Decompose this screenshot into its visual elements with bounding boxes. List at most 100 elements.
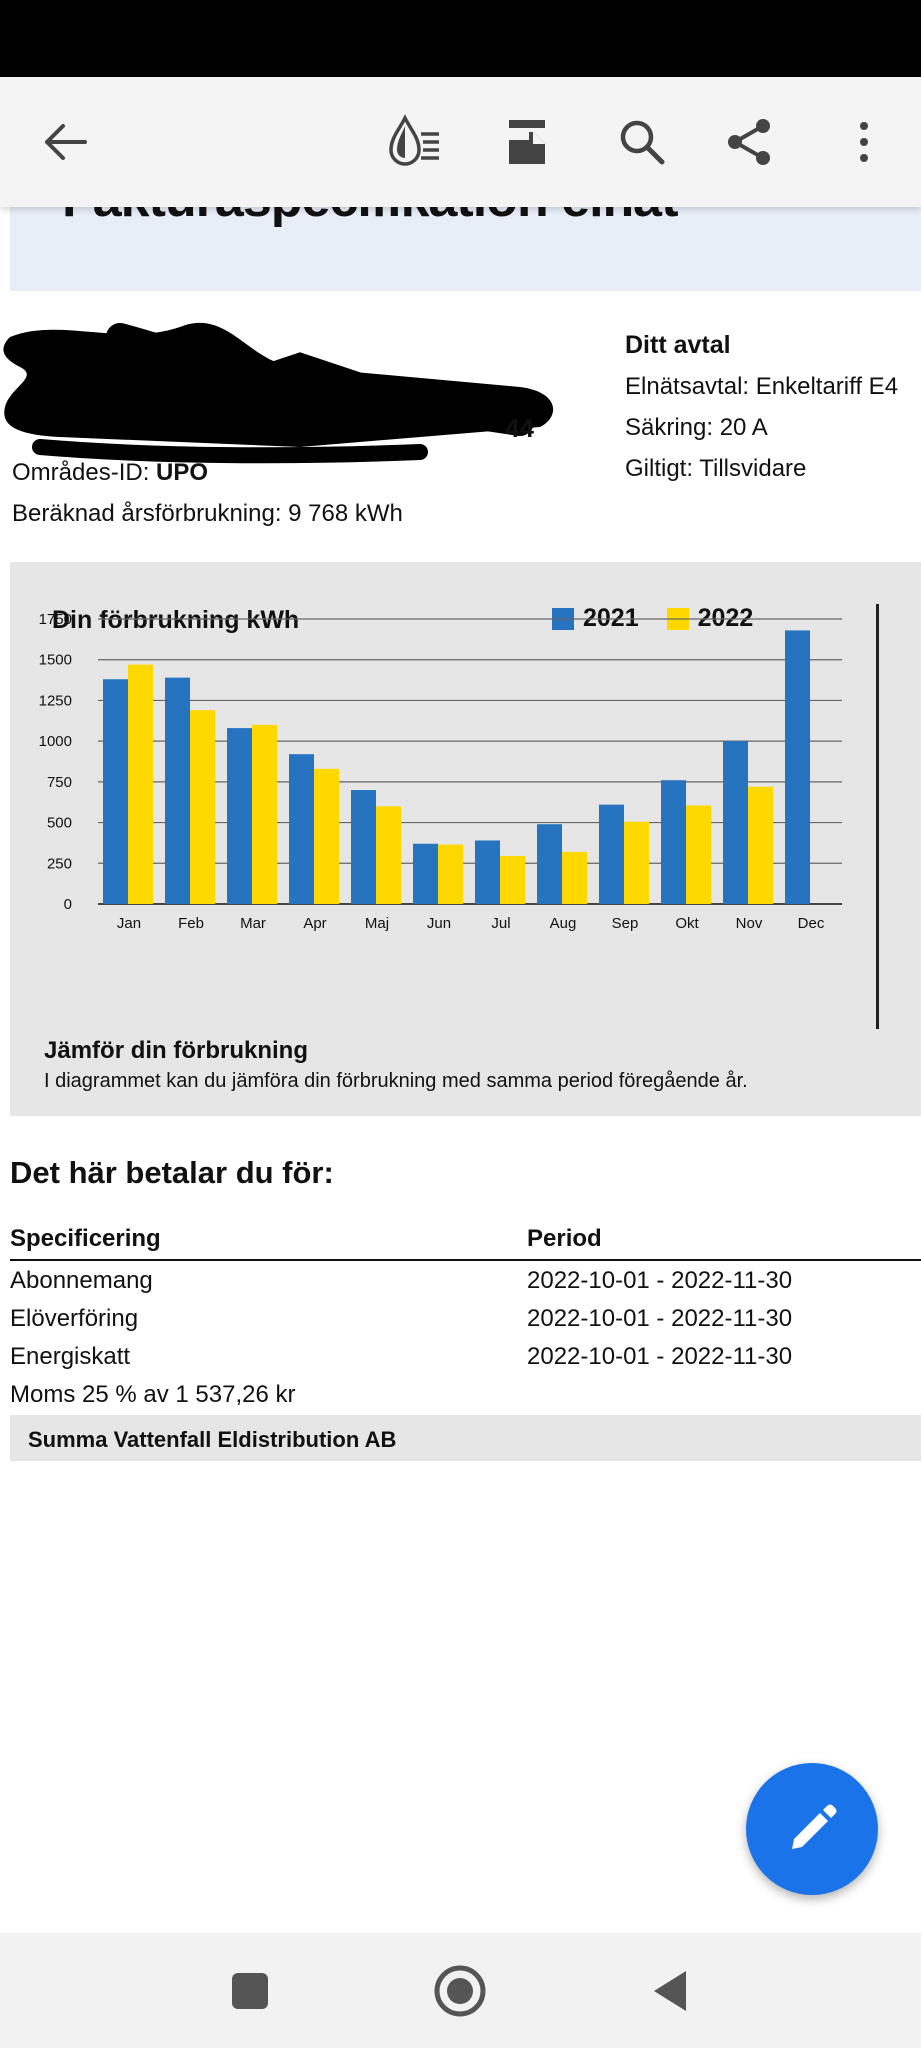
search-icon[interactable] bbox=[607, 107, 677, 177]
document-view[interactable]: Fakturaspecifikation elnät Områdes-ID: U… bbox=[0, 207, 921, 1933]
redaction-scribble bbox=[3, 322, 554, 464]
document-title-band: Fakturaspecifikation elnät bbox=[10, 207, 921, 291]
document-title: Fakturaspecifikation elnät bbox=[62, 207, 679, 229]
row-period: 2022-10-01 - 2022-11-30 bbox=[527, 1343, 793, 1370]
area-id-label: Områdes-ID: bbox=[12, 459, 150, 486]
x-tick-label: Jul bbox=[491, 915, 510, 932]
back-triangle-icon[interactable] bbox=[637, 1958, 703, 2024]
y-tick-label: 0 bbox=[64, 896, 72, 913]
y-tick-label: 1500 bbox=[39, 652, 72, 669]
contract-elnatsavtal: Elnätsavtal: Enkeltariff E4 bbox=[625, 373, 899, 400]
pay-section-title: Det här betalar du för: bbox=[10, 1155, 334, 1190]
x-tick-label: Jan bbox=[117, 915, 141, 932]
contract-giltigt: Giltigt: Tillsvidare bbox=[625, 455, 807, 482]
area-id-value: UPO bbox=[156, 459, 209, 486]
row-period: 2022-10-01 - 2022-11-30 bbox=[527, 1305, 793, 1332]
bar-2021-jan bbox=[103, 679, 128, 904]
system-nav-bar bbox=[0, 1933, 921, 2048]
bar-2022-jan bbox=[128, 664, 153, 904]
back-arrow-icon[interactable] bbox=[30, 107, 100, 177]
x-tick-label: Nov bbox=[736, 915, 763, 932]
specification-table: Specificering Period Abonnemang 2022-10-… bbox=[10, 1219, 921, 1461]
annual-consumption-line: Beräknad årsförbrukning: 9 768 kWh bbox=[12, 493, 403, 534]
table-row: Moms 25 % av 1 537,26 kr bbox=[10, 1375, 921, 1413]
table-header: Specificering Period bbox=[10, 1219, 921, 1261]
legend-label-2022: 2022 bbox=[697, 604, 754, 632]
table-row: Energiskatt 2022-10-01 - 2022-11-30 bbox=[10, 1337, 921, 1375]
x-tick-label: Aug bbox=[550, 915, 577, 932]
row-label: Moms 25 % av 1 537,26 kr bbox=[10, 1381, 296, 1408]
edit-pencil-icon bbox=[792, 1804, 837, 1849]
bar-2021-jul bbox=[475, 840, 500, 904]
bar-2021-jun bbox=[413, 843, 438, 904]
x-tick-label: Apr bbox=[303, 915, 326, 932]
more-vert-icon[interactable] bbox=[829, 107, 899, 177]
bar-2021-okt bbox=[661, 780, 686, 904]
chart-compare-title: Jämför din förbrukning bbox=[44, 1037, 308, 1064]
x-tick-label: Okt bbox=[675, 915, 699, 932]
panel-divider-line bbox=[876, 604, 879, 1029]
y-tick-label: 500 bbox=[47, 815, 72, 832]
bar-2021-dec bbox=[785, 630, 810, 904]
contract-info: Ditt avtal Elnätsavtal: Enkeltariff E4 S… bbox=[625, 325, 898, 489]
reading-mode-icon[interactable] bbox=[380, 107, 450, 177]
table-row: Elöverföring 2022-10-01 - 2022-11-30 bbox=[10, 1299, 921, 1337]
bar-2021-feb bbox=[165, 677, 190, 904]
bar-2021-maj bbox=[351, 790, 376, 904]
x-tick-label: Feb bbox=[178, 915, 204, 932]
x-tick-label: Sep bbox=[612, 915, 639, 932]
bar-2022-nov bbox=[748, 786, 773, 904]
consumption-chart-panel: Din förbrukning kWh 2021 2022 0 250 500 750… bbox=[10, 562, 921, 1116]
bar-2022-sep bbox=[624, 821, 649, 904]
table-row: Abonnemang 2022-10-01 - 2022-11-30 bbox=[10, 1261, 921, 1299]
sum-label: Summa Vattenfall Eldistribution AB bbox=[28, 1427, 397, 1452]
x-tick-label: Mar bbox=[240, 915, 266, 932]
bar-2021-nov bbox=[723, 741, 748, 904]
bar-2022-aug bbox=[562, 851, 587, 904]
annual-consumption-label: Beräknad årsförbrukning: bbox=[12, 500, 282, 527]
bar-2022-mar bbox=[252, 724, 277, 904]
bar-2022-feb bbox=[190, 710, 215, 904]
bar-2021-sep bbox=[599, 804, 624, 904]
bar-2022-okt bbox=[686, 805, 711, 904]
recents-square-icon[interactable] bbox=[217, 1958, 283, 2024]
bar-2022-maj bbox=[376, 806, 401, 904]
chart-title: Din förbrukning kWh bbox=[52, 606, 300, 634]
status-bar bbox=[0, 0, 921, 77]
row-label: Energiskatt bbox=[10, 1343, 131, 1370]
area-id-line: Områdes-ID: UPO bbox=[12, 452, 403, 493]
bar-2022-jun bbox=[438, 844, 463, 904]
chart-compare-text: I diagrammet kan du jämföra din förbrukn… bbox=[44, 1070, 748, 1092]
legend-label-2021: 2021 bbox=[583, 604, 639, 632]
annual-consumption-value: 9 768 kWh bbox=[288, 500, 403, 527]
share-icon[interactable] bbox=[715, 107, 785, 177]
y-tick-label: 1250 bbox=[39, 692, 72, 709]
layout-icon[interactable] bbox=[492, 107, 562, 177]
col-header-period: Period bbox=[527, 1225, 602, 1252]
sum-row: Summa Vattenfall Eldistribution AB bbox=[10, 1415, 921, 1461]
customer-info: Områdes-ID: UPO Beräknad årsförbrukning:… bbox=[12, 452, 403, 534]
bar-2021-mar bbox=[227, 728, 252, 904]
y-tick-label: 1750 bbox=[39, 611, 72, 628]
bar-2021-apr bbox=[289, 754, 314, 904]
row-period: 2022-10-01 - 2022-11-30 bbox=[527, 1267, 793, 1294]
toolbar bbox=[0, 77, 921, 207]
col-header-specificering: Specificering bbox=[10, 1225, 161, 1252]
y-tick-label: 750 bbox=[47, 774, 72, 791]
row-label: Elöverföring bbox=[10, 1305, 139, 1332]
contract-header: Ditt avtal bbox=[625, 331, 731, 359]
home-circle-icon[interactable] bbox=[427, 1958, 493, 2024]
bar-2022-jul bbox=[500, 855, 525, 904]
edit-fab-button[interactable] bbox=[746, 1763, 878, 1895]
y-tick-label: 1000 bbox=[39, 733, 72, 750]
bar-2021-aug bbox=[537, 824, 562, 904]
x-tick-label: Dec bbox=[798, 915, 825, 932]
consumption-bar-chart: 0 250 500 750 1000 1250 1500 1750 Jan Feb Mar Apr Ma… bbox=[39, 611, 842, 932]
y-tick-label: 250 bbox=[47, 855, 72, 872]
x-tick-label: Maj bbox=[365, 915, 389, 932]
row-label: Abonnemang bbox=[10, 1267, 153, 1294]
x-tick-label: Jun bbox=[427, 915, 451, 932]
contract-sakring: Säkring: 20 A bbox=[625, 414, 768, 441]
customer-id-suffix: 44 bbox=[505, 413, 534, 443]
bar-2022-apr bbox=[314, 768, 339, 904]
